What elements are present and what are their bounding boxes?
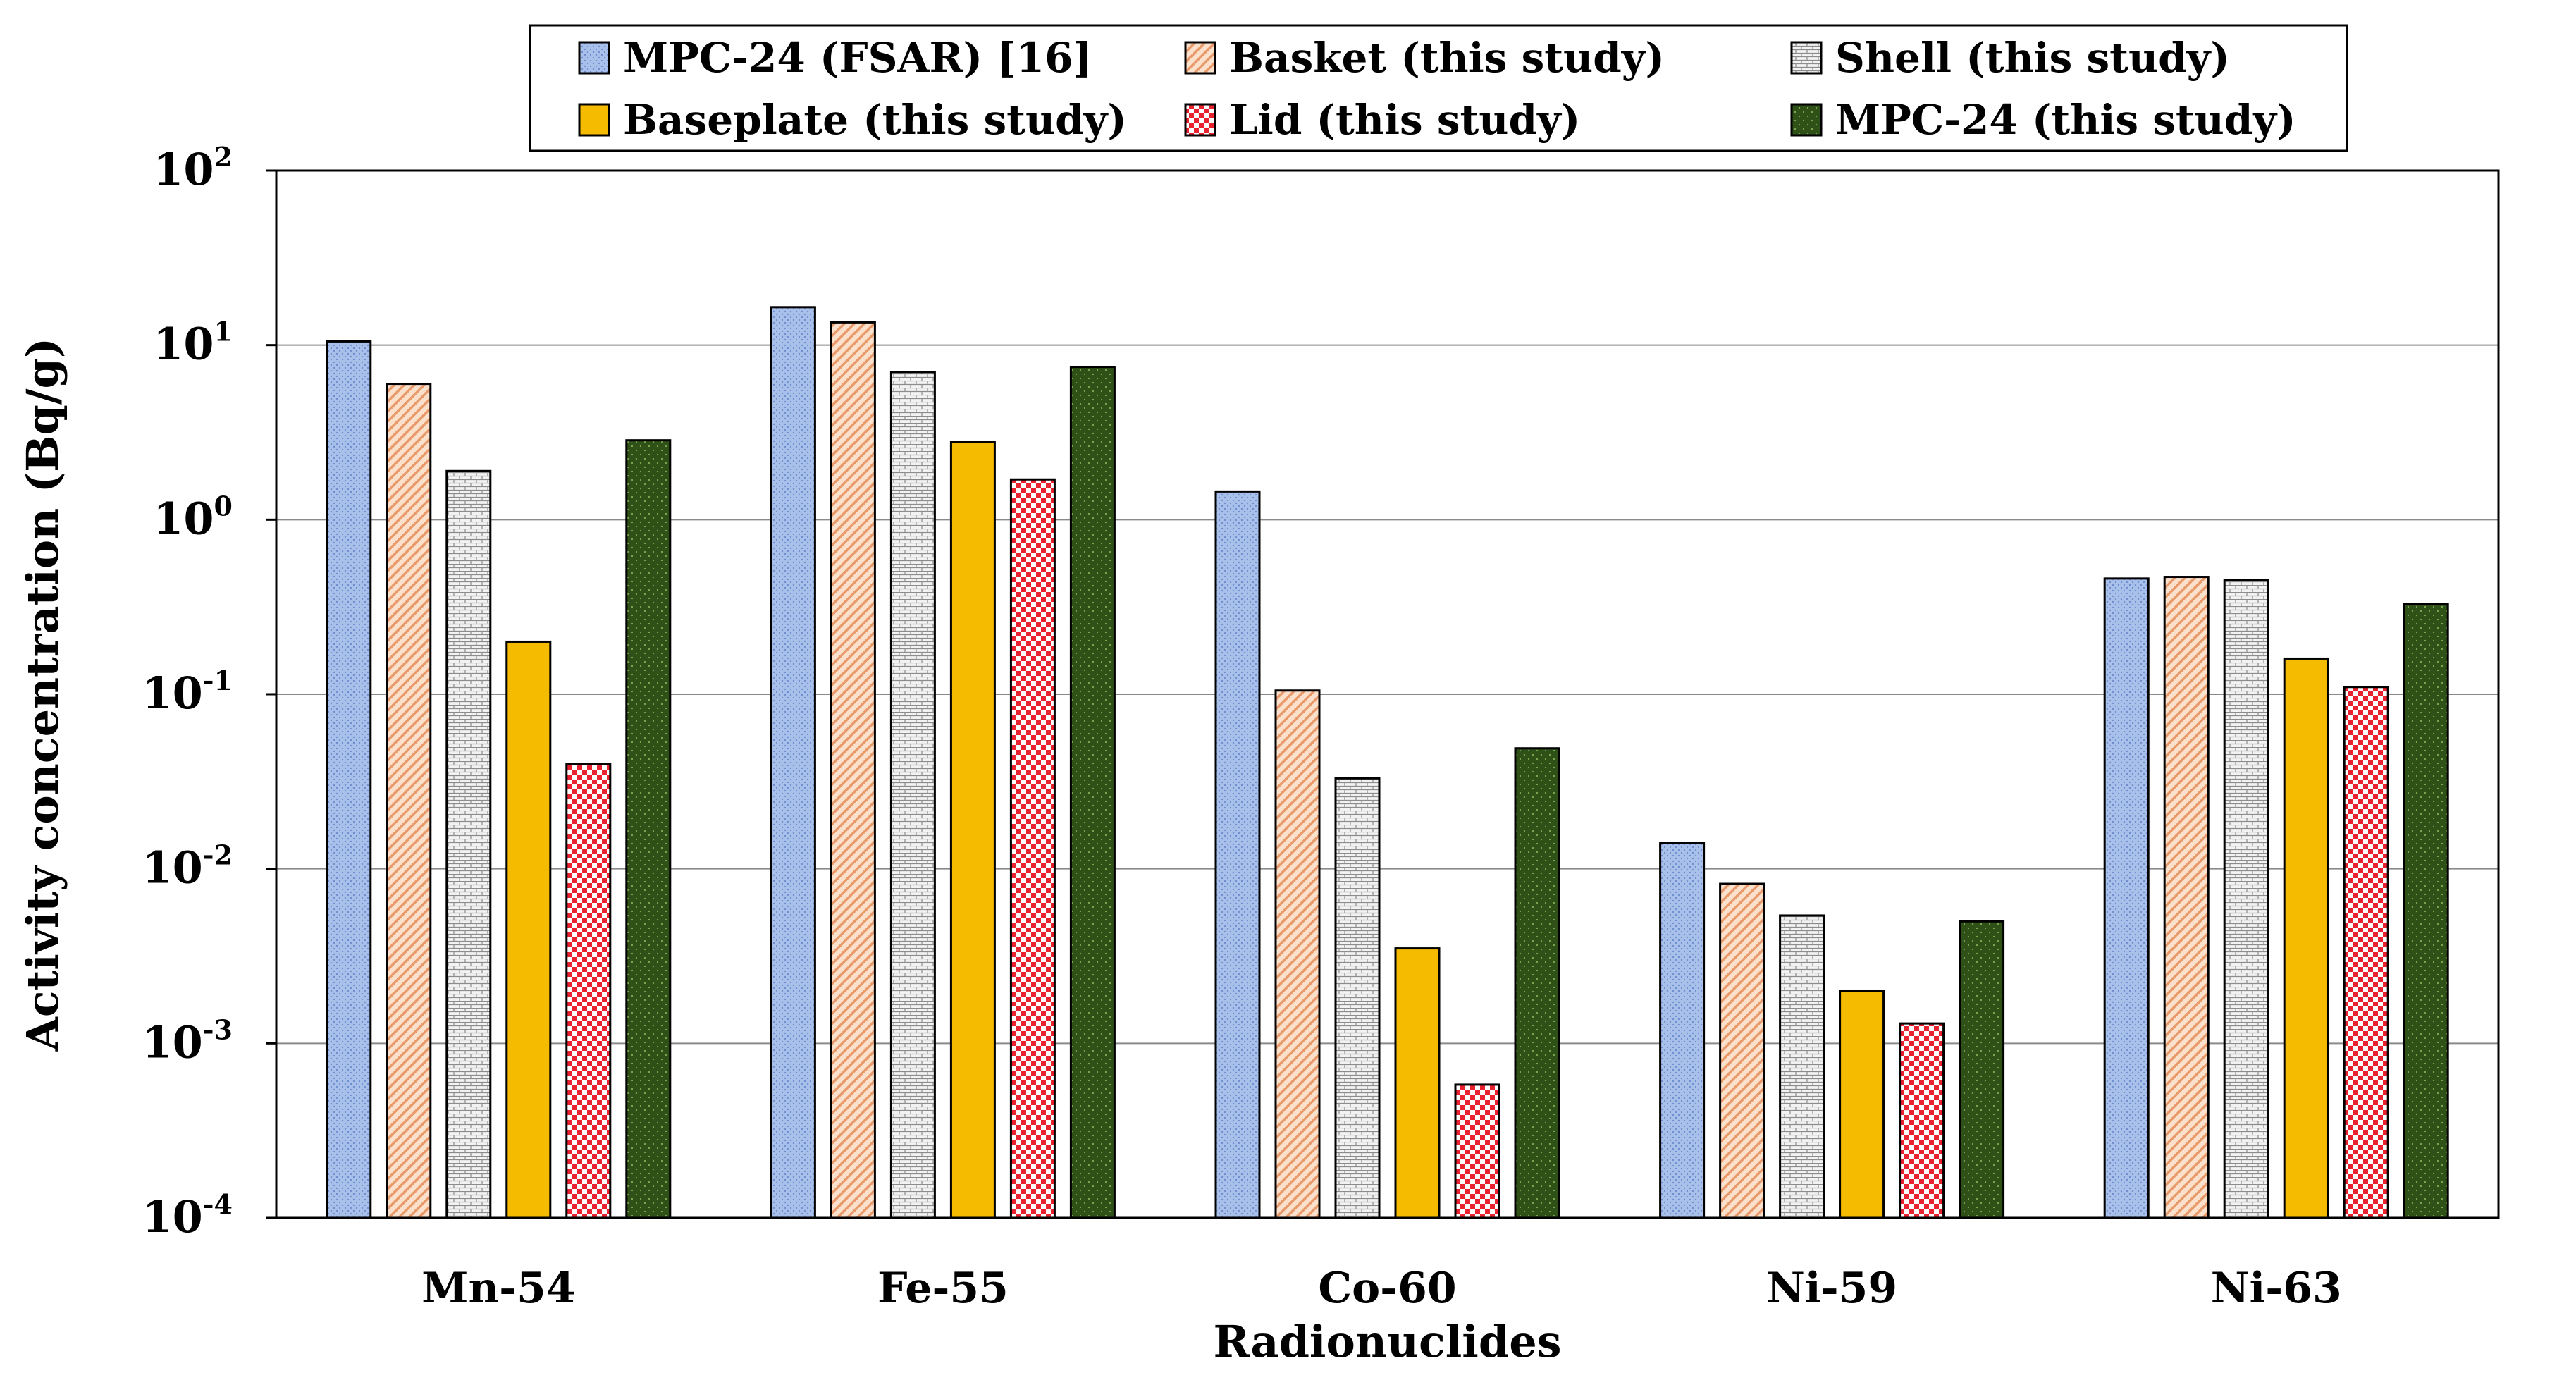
- x-tick-label: Co-60: [1318, 1264, 1456, 1313]
- bar-co-60-series-2: [1274, 689, 1321, 1219]
- x-tick-label: Mn-54: [421, 1264, 575, 1313]
- legend-label: Lid (this study): [1229, 96, 1580, 144]
- legend-swatch: [1184, 103, 1216, 137]
- bar-co-60-series-6: [1514, 747, 1560, 1219]
- bar-fe-55-series-6: [1069, 366, 1116, 1219]
- bar-ni-59-series-4: [1839, 990, 1885, 1219]
- y-tick-exponent: -1: [203, 665, 233, 696]
- legend-label: Baseplate (this study): [623, 96, 1127, 144]
- bar-mn-54-series-6: [625, 439, 672, 1219]
- y-tick-base: 10: [142, 1191, 203, 1243]
- legend-entry: Baseplate (this study): [578, 96, 1127, 144]
- bar-ni-63-series-4: [2283, 657, 2329, 1219]
- bar-ni-63-series-2: [2163, 576, 2210, 1219]
- legend-label: Basket (this study): [1229, 34, 1665, 82]
- legend-entry: MPC-24 (this study): [1790, 96, 2296, 144]
- y-tick-exponent: 0: [214, 490, 233, 522]
- bar-mn-54-series-1: [326, 340, 372, 1219]
- legend-entry: Basket (this study): [1184, 34, 1665, 82]
- x-axis-title: Radionuclides: [1213, 1316, 1561, 1367]
- y-axis-title: Activity concentration (Bq/g): [17, 338, 68, 1052]
- legend-swatch: [1790, 41, 1823, 75]
- legend-entry: MPC-24 (FSAR) [16]: [578, 34, 1092, 82]
- bar-ni-63-series-1: [2103, 577, 2150, 1219]
- bar-ni-59-series-6: [1959, 920, 2005, 1219]
- legend-entry: Lid (this study): [1184, 96, 1580, 144]
- legend-entry: Shell (this study): [1790, 34, 2230, 82]
- y-tick-exponent: 2: [214, 141, 233, 173]
- y-tick-label: 102: [153, 141, 233, 195]
- bar-ni-59-series-5: [1899, 1022, 1945, 1219]
- legend-label: Shell (this study): [1835, 34, 2230, 82]
- legend-swatch: [1184, 41, 1216, 75]
- bar-mn-54-series-5: [565, 763, 612, 1219]
- bars: [326, 306, 2449, 1219]
- y-tick-base: 10: [153, 144, 214, 195]
- legend-swatch: [578, 103, 610, 137]
- legend: MPC-24 (FSAR) [16] Basket (this study) She…: [529, 24, 2348, 152]
- legend-label: MPC-24 (this study): [1835, 96, 2296, 144]
- bar-fe-55-series-2: [830, 321, 876, 1219]
- y-tick-exponent: 1: [214, 316, 233, 347]
- bar-fe-55-series-1: [770, 306, 816, 1219]
- y-tick-base: 10: [142, 667, 203, 719]
- bar-mn-54-series-4: [505, 640, 552, 1219]
- y-tick-label: 10-1: [142, 665, 233, 719]
- legend-box: [529, 24, 2348, 152]
- y-tick-label: 10-3: [142, 1014, 233, 1068]
- y-tick-label: 100: [153, 490, 233, 544]
- x-tick-label: Ni-63: [2211, 1264, 2342, 1313]
- bar-co-60-series-5: [1454, 1083, 1500, 1219]
- bar-fe-55-series-3: [889, 371, 936, 1219]
- bar-fe-55-series-4: [949, 441, 996, 1219]
- bar-co-60-series-3: [1334, 777, 1381, 1219]
- bar-ni-63-series-5: [2343, 686, 2389, 1219]
- y-tick-base: 10: [142, 1016, 203, 1068]
- legend-swatch: [1790, 103, 1823, 137]
- y-tick-label: 10-2: [142, 839, 233, 894]
- x-axis-labels: Mn-54 Fe-55 Co-60 Ni-59 Ni-63: [421, 1264, 2342, 1313]
- legend-label: MPC-24 (FSAR) [16]: [623, 34, 1092, 82]
- bar-ni-63-series-3: [2223, 579, 2269, 1219]
- bar-fe-55-series-5: [1009, 478, 1056, 1219]
- y-tick-base: 10: [142, 842, 203, 894]
- bar-co-60-series-4: [1394, 947, 1441, 1219]
- y-tick-exponent: -2: [203, 839, 233, 871]
- bar-ni-59-series-1: [1659, 842, 1706, 1219]
- bar-ni-63-series-6: [2403, 603, 2449, 1219]
- bar-ni-59-series-2: [1719, 882, 1765, 1219]
- x-tick-label: Ni-59: [1766, 1264, 1897, 1313]
- y-tick-base: 10: [153, 319, 214, 370]
- y-tick-label: 101: [153, 316, 233, 370]
- bar-co-60-series-1: [1214, 490, 1261, 1219]
- bar-ni-59-series-3: [1779, 914, 1825, 1219]
- bar-mn-54-series-2: [386, 383, 432, 1219]
- y-tick-label: 10-4: [142, 1188, 233, 1243]
- x-tick-label: Fe-55: [877, 1264, 1009, 1313]
- y-tick-exponent: -4: [203, 1188, 233, 1220]
- y-tick-exponent: -3: [203, 1014, 233, 1045]
- legend-swatch: [578, 41, 610, 75]
- y-tick-base: 10: [153, 493, 214, 544]
- bar-mn-54-series-3: [445, 469, 492, 1219]
